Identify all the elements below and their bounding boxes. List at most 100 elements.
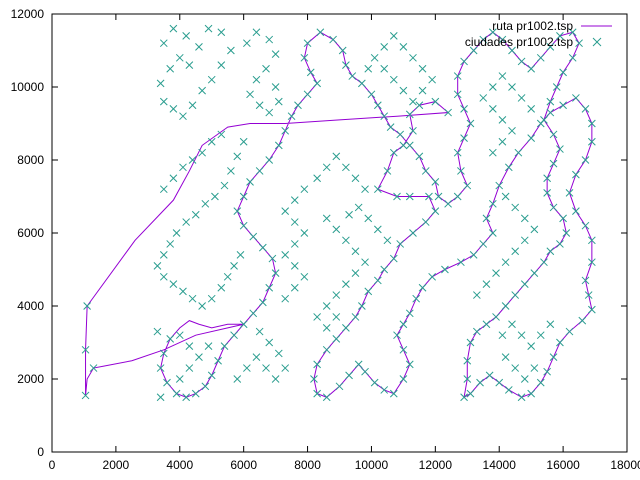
city-point <box>508 46 516 55</box>
city-point <box>543 367 551 376</box>
city-point <box>169 174 178 183</box>
city-point <box>310 375 318 383</box>
city-point <box>527 134 536 142</box>
y-tick-label: 2000 <box>17 372 44 386</box>
city-point <box>457 258 465 267</box>
city-point <box>207 294 216 303</box>
city-point <box>380 42 389 51</box>
city-point <box>290 196 299 205</box>
city-point <box>517 393 526 402</box>
city-point <box>159 97 168 106</box>
x-tick-label: 16000 <box>546 458 580 472</box>
city-point <box>409 97 417 106</box>
city-point <box>520 280 529 288</box>
city-point <box>549 353 558 361</box>
city-point <box>332 152 341 161</box>
city-point <box>543 174 551 183</box>
city-point <box>370 378 379 387</box>
city-point <box>552 83 561 91</box>
x-tick-label: 12000 <box>419 458 453 472</box>
city-point <box>367 90 376 99</box>
city-point <box>482 214 491 223</box>
city-point <box>520 214 529 223</box>
city-point <box>364 64 373 73</box>
city-point <box>361 367 369 376</box>
city-point <box>354 203 363 212</box>
city-point <box>220 181 229 190</box>
city-point <box>421 167 430 175</box>
city-point <box>159 185 168 194</box>
city-point <box>361 258 369 267</box>
city-point <box>351 269 360 278</box>
city-point <box>300 272 309 281</box>
city-point <box>508 126 516 135</box>
city-point <box>396 130 405 139</box>
city-point <box>81 391 90 400</box>
x-tick-label: 0 <box>49 458 56 472</box>
city-point <box>520 375 529 383</box>
city-point <box>246 90 254 99</box>
city-point <box>316 28 325 37</box>
city-point <box>527 105 536 113</box>
city-point <box>373 225 382 234</box>
city-point <box>348 72 357 80</box>
city-point <box>399 141 408 150</box>
city-point <box>287 112 296 121</box>
city-point <box>536 119 545 128</box>
x-tick-label: 8000 <box>294 458 321 472</box>
city-point <box>281 364 290 372</box>
city-point <box>511 364 520 372</box>
city-point <box>488 199 497 208</box>
city-point <box>274 349 283 358</box>
city-point <box>380 386 389 394</box>
legend-label-route: ruta pr1002.tsp <box>492 19 573 33</box>
city-point <box>473 291 481 299</box>
city-point <box>460 105 468 113</box>
city-point <box>543 188 551 197</box>
city-point <box>546 320 555 329</box>
city-point <box>345 371 353 380</box>
city-point <box>453 148 462 157</box>
city-point <box>584 291 593 299</box>
city-point <box>508 83 516 91</box>
city-point <box>169 105 178 113</box>
city-point <box>265 108 274 117</box>
city-point <box>169 24 178 33</box>
city-point <box>501 192 510 201</box>
city-point <box>527 389 536 398</box>
city-point <box>482 320 491 329</box>
x-tick-label: 6000 <box>230 458 257 472</box>
city-point <box>492 313 500 321</box>
city-point <box>389 389 398 398</box>
city-point <box>271 83 280 91</box>
city-point <box>504 163 513 172</box>
city-point <box>274 141 283 150</box>
city-point <box>383 236 392 245</box>
city-point <box>501 302 510 310</box>
city-point <box>536 331 545 340</box>
x-tick-label: 4000 <box>166 458 193 472</box>
city-point <box>258 243 267 252</box>
city-point <box>482 280 491 288</box>
city-point <box>198 302 206 310</box>
city-point <box>380 265 389 274</box>
city-point <box>421 218 430 226</box>
city-point <box>169 280 178 288</box>
city-point <box>204 342 213 351</box>
city-point <box>409 126 417 135</box>
city-point <box>313 174 321 183</box>
city-point <box>335 382 344 391</box>
city-point <box>358 79 366 88</box>
city-point <box>332 225 341 234</box>
legend-label-cities: ciudades pr1002.tsp <box>465 35 573 49</box>
city-point <box>239 137 248 146</box>
city-point <box>568 28 577 37</box>
city-point <box>495 181 504 190</box>
city-point <box>252 28 261 37</box>
city-point <box>581 276 590 285</box>
city-point <box>562 229 571 237</box>
city-point <box>588 236 596 245</box>
city-point <box>214 356 222 365</box>
city-point <box>156 364 165 372</box>
city-point <box>153 261 162 270</box>
